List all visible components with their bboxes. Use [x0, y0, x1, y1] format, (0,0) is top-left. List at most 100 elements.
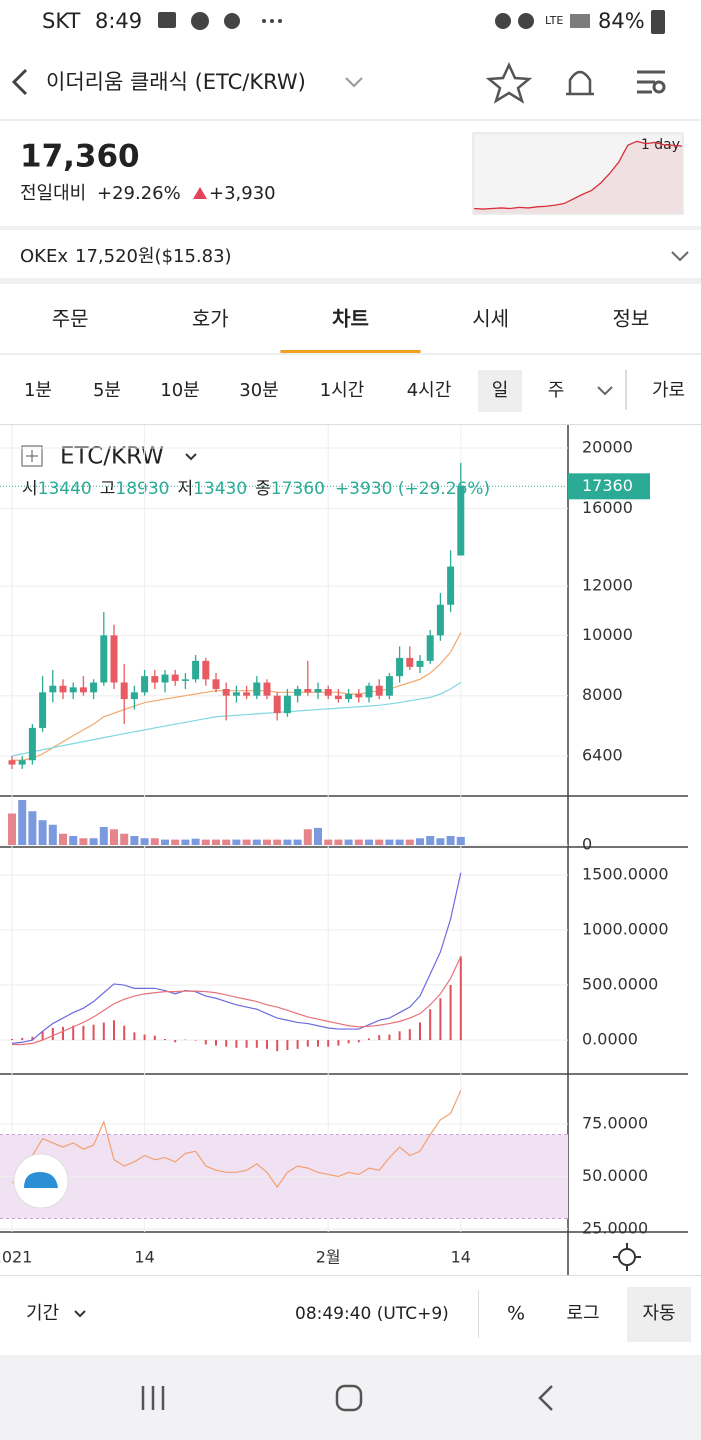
tab[interactable]: 시세	[472, 307, 509, 331]
expand[interactable]	[671, 251, 689, 262]
percent-button[interactable]: %	[507, 1303, 525, 1325]
period-dropdown[interactable]	[74, 1310, 86, 1318]
y-tick-label: 0.0000	[582, 1030, 638, 1049]
candle-body	[406, 657, 414, 667]
label: 고	[100, 479, 116, 499]
exchange-name: OKEx	[20, 246, 68, 267]
time: 08:49:40 (UTC+9)	[295, 1304, 449, 1324]
candle-body	[49, 685, 57, 693]
interval-more[interactable]: 가로	[652, 380, 685, 401]
tab[interactable]: 호가	[192, 307, 229, 331]
candle-body	[192, 660, 200, 680]
y-tick-label: 8000	[582, 685, 623, 704]
volume-bar	[99, 827, 108, 845]
interval[interactable]: 4시간	[407, 380, 452, 401]
volume-bar	[242, 839, 251, 845]
divider	[0, 226, 701, 230]
candle-body	[141, 676, 149, 693]
interval-selected	[478, 370, 522, 412]
auto-bg	[627, 1287, 691, 1342]
candle-body	[324, 689, 332, 696]
add-indicator[interactable]	[21, 445, 43, 467]
label: 종	[255, 479, 271, 499]
divider	[0, 353, 701, 355]
interval[interactable]: 일	[492, 380, 509, 401]
volume-bar	[59, 833, 67, 845]
favorite-button[interactable]	[485, 62, 533, 104]
candle-body	[59, 685, 67, 693]
volume-bar	[140, 838, 149, 845]
volume-bar	[395, 839, 404, 845]
candle-body	[69, 687, 77, 693]
nav-buttons[interactable]	[141, 1384, 553, 1412]
interval[interactable]: 10분	[160, 380, 199, 401]
candle-body	[253, 682, 261, 696]
volume-bar	[201, 839, 210, 845]
price-tag-label: 17360	[582, 476, 633, 495]
value: 13430	[193, 479, 247, 499]
more-intervals[interactable]	[597, 386, 613, 396]
divider	[0, 424, 701, 425]
tab[interactable]: 정보	[612, 307, 649, 331]
y-tick-label: 6400	[582, 745, 623, 764]
title: 이더리움 클래식 (ETC/KRW)	[46, 70, 306, 94]
value: 13440	[38, 479, 92, 499]
candle-body	[334, 695, 342, 700]
candle-body	[151, 676, 159, 683]
volume-bar	[171, 839, 180, 845]
log-button[interactable]: 로그	[566, 1303, 599, 1324]
candle-body	[18, 760, 26, 765]
label: 시	[22, 479, 38, 499]
candle-body	[426, 635, 434, 661]
candle-body	[161, 674, 169, 683]
x-tick-label: 2021	[0, 1248, 32, 1267]
chart-frame	[0, 425, 688, 1275]
back-button[interactable]	[11, 68, 28, 96]
volume-bar	[28, 811, 37, 845]
volume-bar	[252, 839, 261, 845]
sparkline-label: 1 day	[641, 137, 680, 153]
tab[interactable]: 차트	[332, 307, 369, 331]
x-tick-label: 2월	[316, 1248, 341, 1267]
y-tick-label: 500.0000	[582, 975, 658, 994]
interval[interactable]: 1시간	[320, 380, 365, 401]
battery: 84%	[598, 9, 645, 33]
interval[interactable]: 30분	[239, 380, 278, 401]
period[interactable]: 기간	[26, 1303, 59, 1324]
y-tick-label: 10000	[582, 625, 633, 644]
volume-bar	[426, 836, 435, 845]
candle-body	[355, 694, 363, 698]
volume-bar	[191, 838, 200, 845]
volume-bar	[222, 839, 231, 845]
candle-body	[273, 695, 281, 714]
settings-button[interactable]	[637, 70, 666, 94]
change-pct: +29.26%	[97, 183, 181, 204]
interval[interactable]: 주	[548, 380, 565, 401]
dropdown[interactable]	[345, 77, 363, 88]
interval[interactable]: 5분	[93, 380, 121, 401]
axis-settings[interactable]	[613, 1243, 641, 1271]
alert-button[interactable]	[566, 70, 594, 96]
candle-body	[283, 695, 291, 714]
volume-bar	[130, 836, 139, 845]
tab[interactable]: 주문	[52, 307, 89, 331]
symbol-dropdown[interactable]	[185, 453, 197, 461]
sparkline	[473, 140, 683, 210]
label: 저	[177, 479, 193, 499]
volume-bar	[436, 838, 445, 845]
volume-bar	[416, 838, 424, 845]
candle-body	[39, 692, 47, 728]
price-tag	[568, 473, 650, 500]
candle-body	[171, 674, 179, 681]
candle-body	[304, 689, 312, 693]
change-label: 전일대비	[20, 183, 86, 204]
y-tick-label: 16000	[582, 498, 633, 517]
candle-body	[263, 682, 271, 696]
candle-body	[243, 692, 251, 696]
y-tick-label: 1500.0000	[582, 864, 669, 883]
volume-bar	[375, 839, 384, 845]
interval[interactable]: 1분	[24, 380, 52, 401]
auto-button[interactable]: 자동	[642, 1303, 675, 1324]
